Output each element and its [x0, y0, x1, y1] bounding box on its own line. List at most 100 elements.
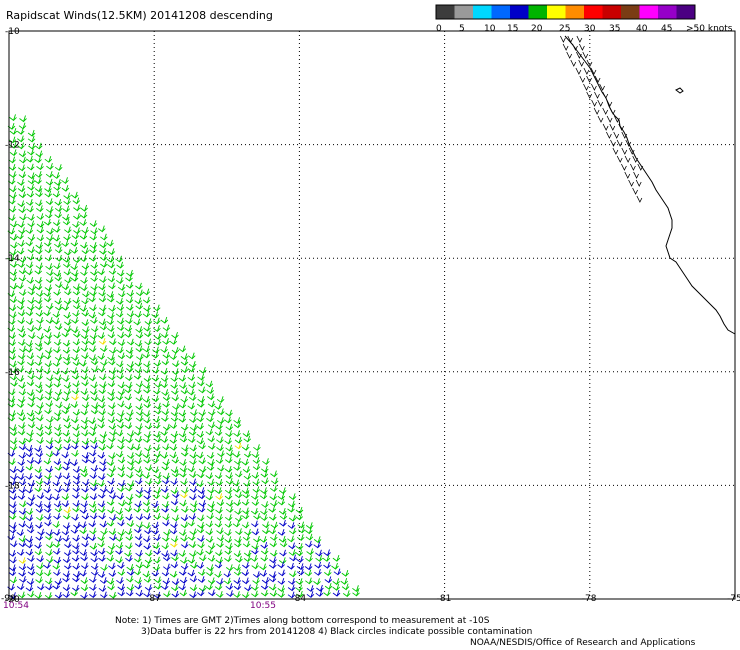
wind-barb [152, 416, 161, 423]
wind-barb [594, 91, 600, 99]
wind-barb [8, 486, 17, 494]
wind-barb [19, 156, 27, 164]
wind-barb [234, 436, 243, 444]
wind-barb [169, 422, 178, 430]
wind-barb [261, 465, 269, 473]
wind-barb [135, 470, 144, 478]
wind-barb [116, 304, 125, 312]
wind-barb [16, 465, 25, 473]
wind-barb [125, 436, 133, 444]
wind-barb [72, 197, 81, 205]
wind-barb [278, 507, 287, 515]
time-left: 10:54 [3, 601, 29, 611]
wind-barb [98, 554, 106, 562]
wind-barb [9, 274, 18, 282]
wind-barb [89, 423, 98, 431]
wind-barb [45, 347, 53, 355]
wind-barb [242, 561, 250, 569]
wind-barb [205, 380, 214, 388]
wind-barb [43, 352, 52, 360]
wind-barb [124, 528, 133, 536]
wind-barb [54, 164, 63, 172]
wind-barb [196, 422, 204, 430]
wind-barb [25, 435, 33, 443]
wind-barb [170, 540, 178, 548]
wind-barb [144, 318, 153, 326]
wind-barb [9, 424, 18, 432]
wind-barb [136, 353, 144, 361]
wind-barb [126, 289, 135, 297]
wind-barb [98, 464, 107, 472]
wind-barb [79, 569, 87, 577]
wind-barb [125, 493, 134, 501]
wind-barb [18, 388, 27, 396]
wind-barb [235, 528, 243, 536]
wind-barb [90, 549, 98, 557]
wind-barb [586, 59, 593, 67]
wind-barb [46, 541, 54, 549]
wind-barb [125, 484, 133, 492]
wind-barb [117, 485, 125, 493]
wind-barb [304, 563, 313, 571]
wind-barb [117, 589, 126, 597]
wind-barb [269, 540, 278, 548]
wind-barb [125, 346, 134, 354]
wind-barb [214, 561, 223, 569]
wind-barb [196, 562, 205, 569]
wind-barb [36, 352, 45, 360]
wind-barb [45, 437, 54, 445]
wind-barb [127, 443, 135, 451]
wind-barb [35, 365, 44, 373]
wind-barb [44, 190, 53, 198]
wind-barb [188, 513, 197, 521]
wind-barb [241, 521, 250, 529]
wind-barb [99, 276, 107, 284]
wind-barb [251, 472, 260, 479]
wind-barb [99, 520, 108, 528]
wind-barb [135, 403, 144, 411]
wind-barb [27, 479, 36, 487]
wind-barb [625, 139, 632, 147]
wind-barb [153, 512, 162, 520]
wind-barb [64, 248, 72, 256]
wind-barb [18, 289, 27, 297]
wind-barb [180, 366, 189, 374]
wind-barb [216, 540, 224, 548]
wind-barb [71, 326, 79, 334]
wind-barb [91, 402, 99, 410]
wind-barb [8, 346, 16, 354]
wind-barb [178, 430, 187, 438]
wind-barb [54, 323, 63, 331]
wind-barb [153, 317, 161, 325]
wind-barb [8, 388, 16, 396]
wind-barb [17, 396, 26, 404]
wind-barb [143, 492, 152, 500]
wind-barb [252, 486, 261, 494]
colorbar-swatch [676, 5, 696, 19]
wind-barb [117, 568, 126, 576]
wind-barb [135, 513, 144, 521]
wind-barb [35, 241, 44, 249]
wind-barb [18, 535, 27, 543]
wind-barb [160, 428, 168, 436]
wind-barb [44, 239, 52, 247]
wind-barb [153, 450, 162, 458]
wind-barb [259, 536, 268, 543]
wind-barb [88, 449, 97, 457]
wind-barb [135, 326, 143, 334]
wind-barb [116, 277, 124, 285]
wind-barb [215, 591, 224, 598]
wind-barb [81, 456, 90, 464]
wind-barb [54, 205, 63, 213]
wind-barb [260, 514, 268, 522]
wind-barb [134, 500, 143, 508]
wind-barb [44, 592, 53, 600]
wind-barb [72, 562, 81, 570]
wind-barb [54, 198, 63, 206]
wind-barb [36, 562, 44, 570]
wind-barb [116, 421, 125, 429]
wind-barb [53, 458, 62, 466]
wind-barb [63, 268, 72, 276]
wind-barb [107, 331, 116, 339]
map-title: Rapidscat Winds(12.5KM) 20141208 descend… [6, 9, 273, 22]
